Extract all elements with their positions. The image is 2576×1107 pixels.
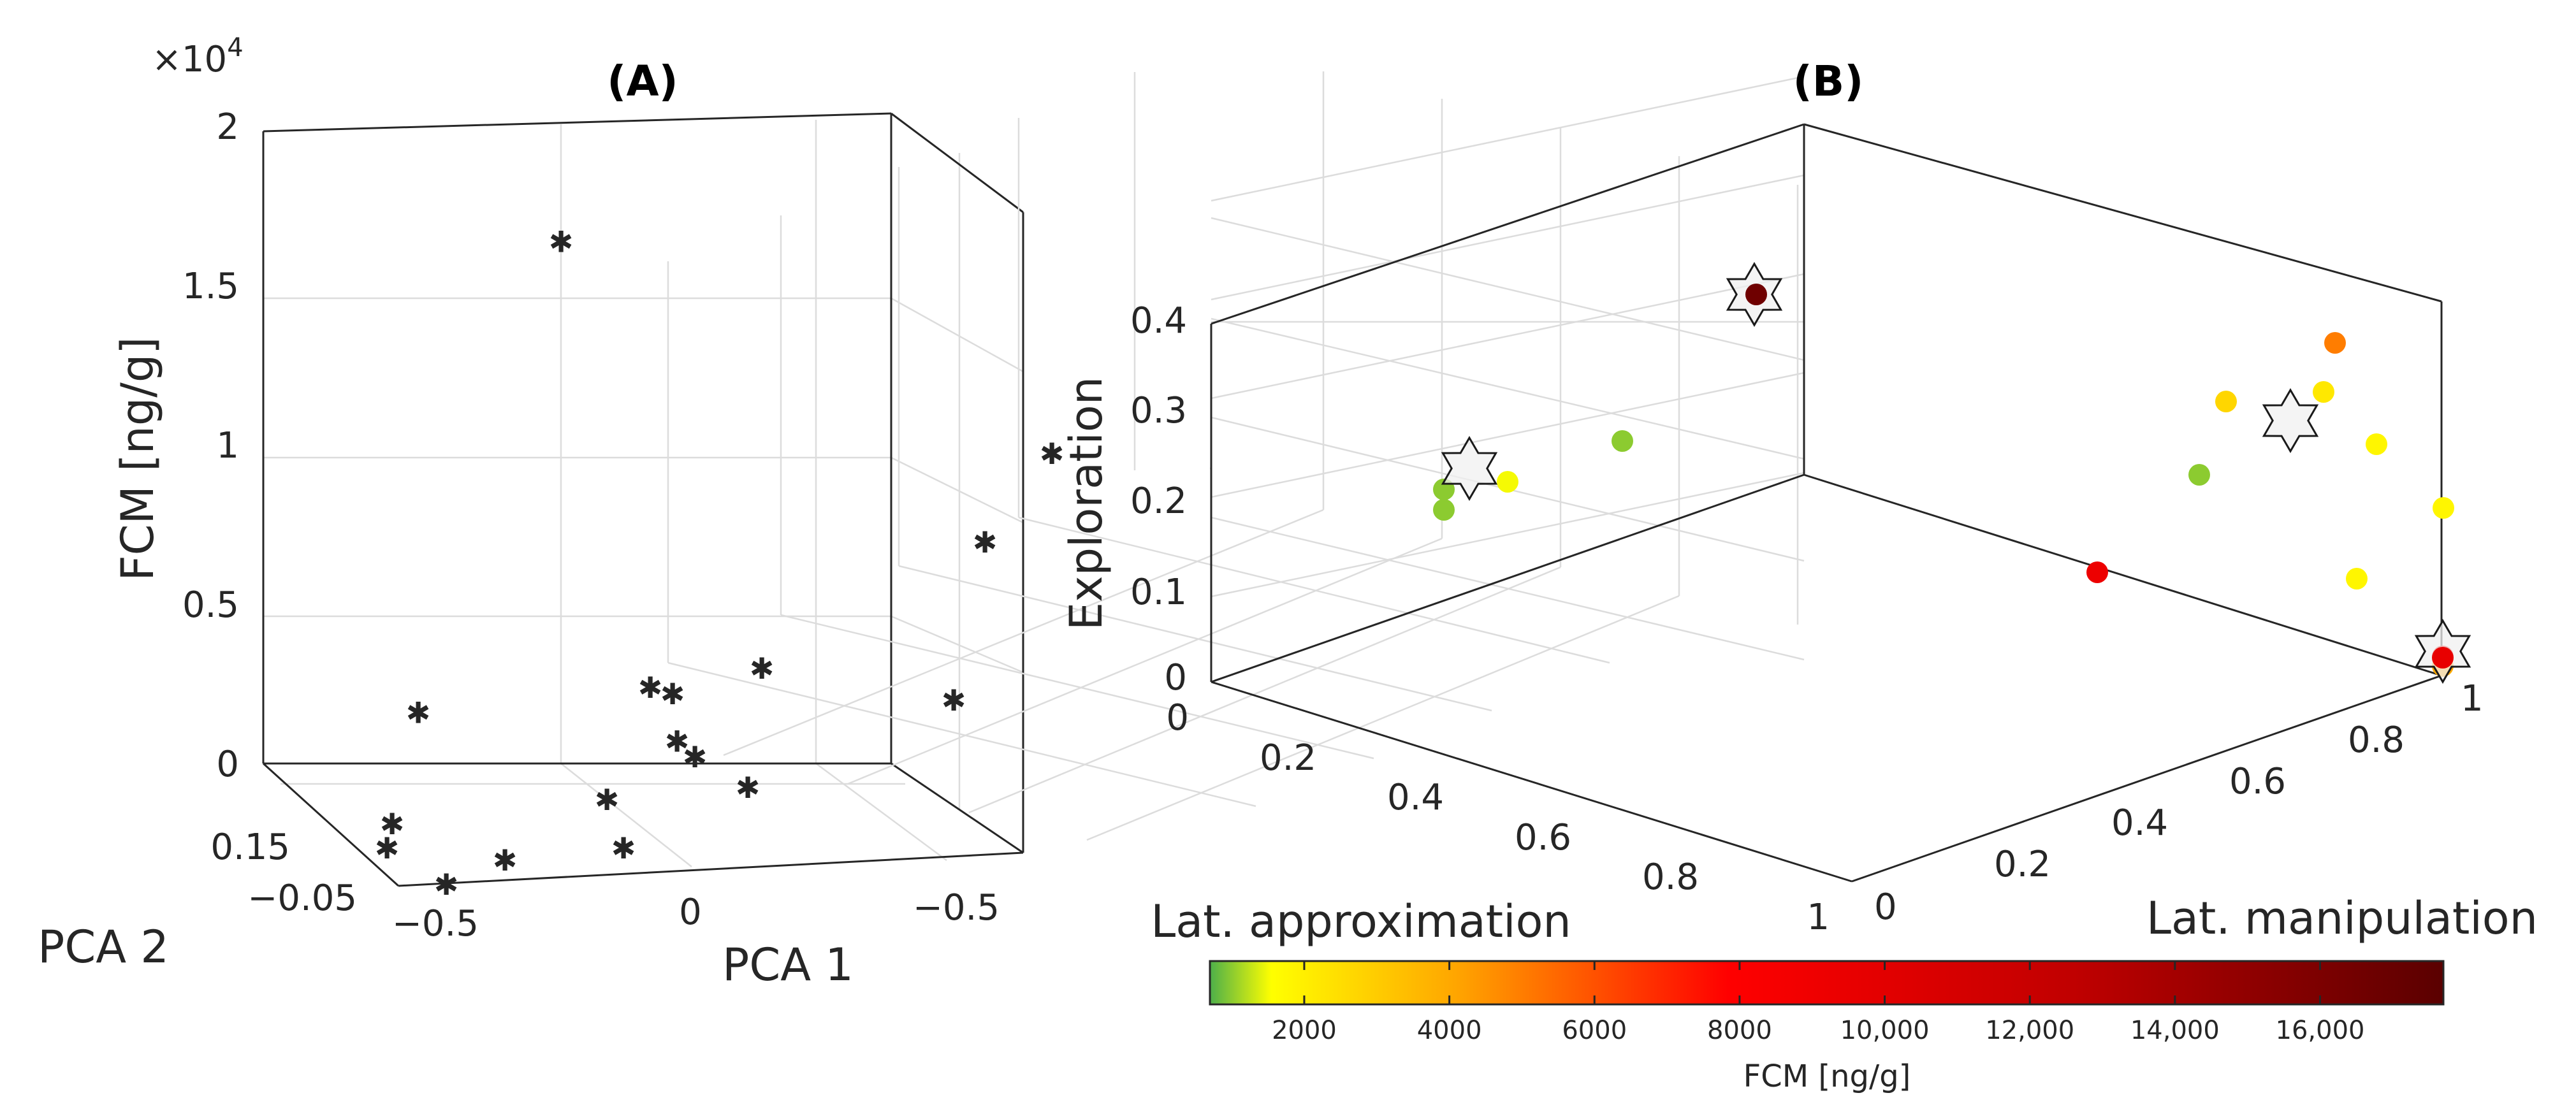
panel-b-x-tick: 0.8 (1642, 857, 1699, 898)
panel-b-x-tick: 0.2 (1260, 737, 1316, 779)
panel-b-point (2433, 497, 2454, 519)
colorbar: 2000 4000 6000 8000 10,000 12,000 14,000 16,000… (1209, 960, 2445, 1094)
panel-a-z-tick: 1.5 (182, 266, 239, 307)
panel-a-x-ticks: −0.5 0 −0.5 (392, 887, 1000, 944)
panel-b-point (2324, 332, 2346, 354)
panel-a-x-tick: 0 (679, 892, 702, 933)
panel-a-point: ✱ (942, 683, 966, 718)
panel-a-point: ✱ (683, 740, 708, 774)
panel-a-z-tick: 1 (216, 425, 239, 467)
panel-b-point (1612, 430, 1633, 452)
panel-b-point (2432, 647, 2454, 669)
panel-a-z-label: FCM [ng/g] (112, 336, 164, 581)
panel-a-z-ticks: 0 0.5 1 1.5 2 (182, 106, 239, 785)
panel-b-z-tick: 0.1 (1130, 572, 1187, 613)
colorbar-tick-label: 10,000 (1840, 1016, 1930, 1045)
panel-a-z-tick: 0 (216, 744, 239, 785)
panel-a-grid (263, 120, 1024, 867)
panel-a-point: ✱ (493, 843, 518, 878)
panel-a-point: ✱ (611, 831, 636, 865)
panel-b-x-tick: 0.4 (1387, 777, 1444, 818)
panel-a-y-ticks: −0.05 0.15 (210, 827, 357, 919)
panel-a-point: ✱ (406, 696, 431, 730)
panel-a-point: ✱ (750, 651, 775, 686)
panel-b-y-ticks: 0 0.2 0.4 0.6 0.8 1 (1874, 678, 2484, 928)
colorbar-ticks: 2000 4000 6000 8000 10,000 12,000 14,000 16,000 (1272, 961, 2364, 1045)
panel-b-title: (B) (1793, 57, 1864, 106)
panel-a-y-tick: 0.15 (210, 827, 290, 868)
panel-b-point (1433, 499, 1455, 521)
panel-b-z-tick: 0 (1164, 657, 1187, 698)
panel-a-point: ✱ (736, 771, 760, 805)
panel-a-y-label: PCA 2 (38, 921, 169, 973)
panel-b-points (1433, 284, 2454, 677)
panel-a-y-tick: −0.05 (247, 878, 357, 919)
colorbar-tick-label: 16,000 (2276, 1016, 2365, 1045)
panel-b-x-tick: 1 (1807, 897, 1830, 938)
panel-b-z-tick: 0.2 (1130, 481, 1187, 522)
panel-b-point (2215, 391, 2237, 412)
panel-b-x-tick: 0 (1166, 697, 1189, 739)
panel-b-z-ticks: 0 0.1 0.2 0.3 0.4 (1130, 300, 1187, 698)
panel-b-centroid (2262, 388, 2319, 453)
panel-a-point: ✱ (375, 831, 400, 865)
panel-b-x-tick: 0.6 (1515, 817, 1571, 858)
panel-b-point (2366, 433, 2387, 455)
panel-b-grid (667, 71, 1805, 841)
panel-b-z-tick: 0.3 (1130, 390, 1187, 431)
panel-a-x-label: PCA 1 (722, 939, 854, 991)
panel-b-point (2346, 568, 2368, 590)
panel-b-x-ticks: 0 0.2 0.4 0.6 0.8 1 (1166, 697, 1830, 938)
panel-a-point: ✱ (380, 807, 405, 841)
panel-a-point: ✱ (595, 783, 620, 817)
panel-b-z-tick: 0.4 (1130, 300, 1187, 342)
panel-a-point: ✱ (973, 525, 998, 560)
panel-b-box (1210, 123, 2443, 883)
colorbar-tick-label: 2000 (1272, 1016, 1337, 1045)
panel-b-point (2086, 561, 2108, 583)
panel-a-z-tick: 0.5 (182, 584, 239, 626)
panel-b: 0 0.1 0.2 0.3 0.4 Exploration (B) 0 0.2 … (667, 57, 2538, 1094)
panel-a-point: ✱ (660, 677, 685, 711)
panel-a-point: ✱ (665, 724, 690, 758)
panel-a-z-tick: 2 (216, 106, 239, 148)
panel-a: 0 0.5 1 1.5 2 ×104 (A) FCM [ng/g] −0.5 0… (38, 33, 1064, 991)
colorbar-bar (1209, 960, 2445, 1006)
panel-b-centroids (1441, 262, 2471, 684)
panel-b-y-tick: 0.4 (2111, 802, 2168, 844)
colorbar-tick-label: 8000 (1707, 1016, 1772, 1045)
colorbar-tick-label: 12,000 (1985, 1016, 2074, 1045)
panel-b-y-tick: 1 (2461, 678, 2484, 720)
panel-a-z-multiplier: ×104 (152, 33, 244, 80)
panel-a-point: ✱ (434, 867, 459, 902)
panel-a-title: (A) (607, 57, 678, 106)
panel-b-point (1497, 471, 1518, 493)
panel-b-left-wall-grid (1211, 75, 1805, 598)
colorbar-tick-label: 6000 (1562, 1016, 1627, 1045)
panel-a-point: ✱ (1040, 437, 1065, 471)
panel-a-x-tick: −0.5 (913, 887, 1000, 929)
panel-b-point (2188, 464, 2210, 486)
panel-b-point (2313, 381, 2334, 403)
colorbar-tick-label: 4000 (1417, 1016, 1482, 1045)
panel-b-y-label: Lat. manipulation (2146, 892, 2538, 944)
panel-b-y-tick: 0.6 (2229, 761, 2286, 802)
panel-b-y-tick: 0.2 (1994, 844, 2051, 885)
panel-a-points: ✱✱✱✱✱✱✱✱✱✱✱✱✱✱✱✱✱ (375, 225, 1065, 902)
colorbar-label: FCM [ng/g] (1743, 1059, 1911, 1094)
panel-b-centroid (1441, 436, 1498, 501)
colorbar-tick-label: 14,000 (2130, 1016, 2220, 1045)
panel-a-box (262, 112, 1024, 887)
panel-b-y-tick: 0 (1874, 886, 1897, 928)
panel-b-z-label: Exploration (1060, 377, 1112, 630)
panel-a-point: ✱ (549, 225, 574, 259)
panel-b-y-tick: 0.8 (2348, 720, 2405, 761)
panel-b-point (1745, 284, 1767, 305)
panel-a-point: ✱ (638, 670, 663, 705)
panel-a-x-tick: −0.5 (392, 903, 479, 944)
panel-b-x-label: Lat. approximation (1151, 895, 1571, 948)
